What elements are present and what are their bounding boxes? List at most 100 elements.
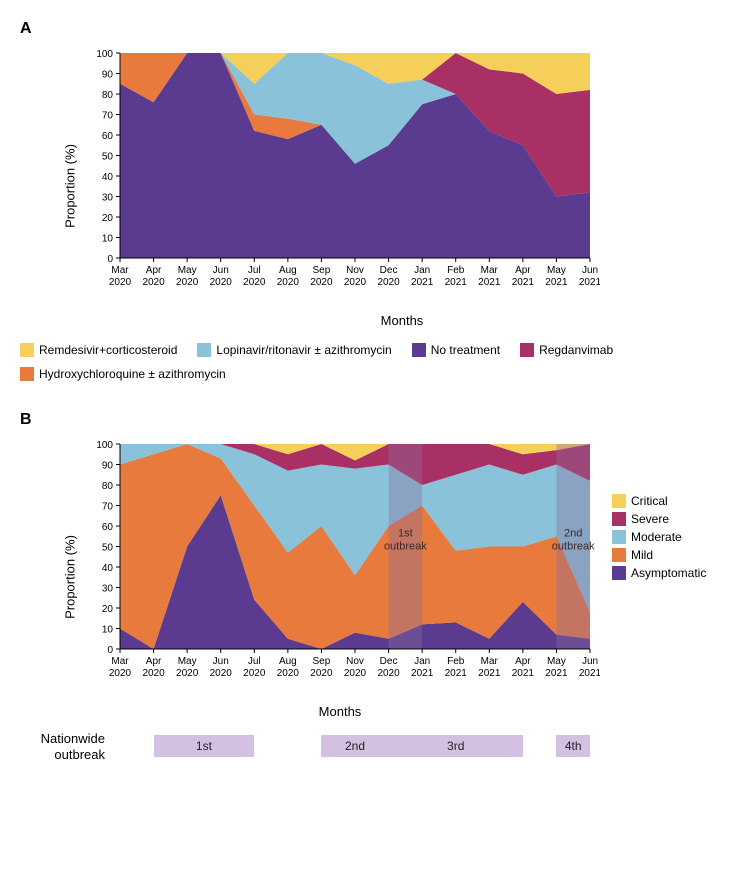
x-tick-label: 2020 xyxy=(377,277,400,288)
x-tick-label: Feb xyxy=(447,656,465,667)
legend-swatch xyxy=(612,530,626,544)
legend-swatch xyxy=(412,343,426,357)
legend-label: Critical xyxy=(631,494,668,508)
outbreak-boxes: 1st2nd3rd4th xyxy=(113,735,724,759)
chart-a-legend: Remdesivir+corticosteroid Lopinavir/riton… xyxy=(20,343,620,381)
y-tick-label: 40 xyxy=(102,563,114,574)
x-tick-label: 2020 xyxy=(109,668,132,679)
x-tick-label: Jan xyxy=(414,656,430,667)
legend-item: Asymptomatic xyxy=(612,566,706,580)
overlay-label: 1st xyxy=(398,527,413,539)
legend-item: Moderate xyxy=(612,530,706,544)
x-tick-label: Mar xyxy=(111,656,129,667)
x-tick-label: Jun xyxy=(213,656,229,667)
legend-swatch xyxy=(20,367,34,381)
x-tick-label: 2020 xyxy=(142,277,165,288)
x-tick-label: Jun xyxy=(213,265,229,276)
x-tick-label: 2020 xyxy=(109,277,132,288)
x-tick-label: 2020 xyxy=(277,277,300,288)
y-tick-label: 50 xyxy=(102,543,114,554)
x-tick-label: 2021 xyxy=(445,668,468,679)
x-tick-label: Aug xyxy=(279,265,297,276)
x-tick-label: Sep xyxy=(313,265,331,276)
outbreak-box: 2nd xyxy=(321,735,388,757)
legend-item: Mild xyxy=(612,548,706,562)
outbreak-box: 3rd xyxy=(389,735,523,757)
panel-b: B Proportion (%) 1stoutbreak2ndoutbreak0… xyxy=(20,411,724,762)
legend-label: Regdanvimab xyxy=(539,343,613,357)
legend-swatch xyxy=(612,566,626,580)
chart-a-ylabel: Proportion (%) xyxy=(63,144,78,228)
x-tick-label: May xyxy=(178,656,197,667)
x-tick-label: 2021 xyxy=(478,277,501,288)
x-tick-label: 2021 xyxy=(579,668,600,679)
outbreak-box: 1st xyxy=(154,735,255,757)
chart-b-legend: Critical Severe Moderate Mild Asymptomatic xyxy=(612,494,706,584)
y-tick-label: 60 xyxy=(102,522,114,533)
x-tick-label: Jun xyxy=(582,265,598,276)
x-tick-label: 2020 xyxy=(176,668,199,679)
chart-b-ylabel: Proportion (%) xyxy=(63,535,78,619)
y-tick-label: 100 xyxy=(96,49,113,60)
x-tick-label: Sep xyxy=(313,656,331,667)
overlay-label: 2nd xyxy=(564,527,582,539)
chart-b-svg: 1stoutbreak2ndoutbreak010203040506070809… xyxy=(80,434,600,694)
y-tick-label: 0 xyxy=(107,645,113,656)
y-tick-label: 30 xyxy=(102,584,114,595)
x-tick-label: Nov xyxy=(346,265,364,276)
x-tick-label: 2021 xyxy=(545,277,568,288)
x-tick-label: 2021 xyxy=(512,277,535,288)
panel-b-label: B xyxy=(20,411,724,429)
x-tick-label: 2021 xyxy=(579,277,600,288)
y-tick-label: 90 xyxy=(102,70,114,81)
x-tick-label: Jun xyxy=(582,656,598,667)
x-tick-label: Apr xyxy=(146,265,162,276)
chart-a-svg: 0102030405060708090100Mar2020Apr2020May2… xyxy=(80,43,600,303)
x-tick-label: Apr xyxy=(515,265,531,276)
x-tick-label: Jan xyxy=(414,265,430,276)
x-tick-label: 2020 xyxy=(344,277,367,288)
outbreak-row: Nationwideoutbreak 1st2nd3rd4th xyxy=(20,731,724,762)
legend-item: Lopinavir/ritonavir ± azithromycin xyxy=(197,343,391,357)
x-tick-label: May xyxy=(178,265,197,276)
x-tick-label: Apr xyxy=(146,656,162,667)
y-tick-label: 10 xyxy=(102,625,114,636)
x-tick-label: Jul xyxy=(248,265,261,276)
x-tick-label: 2020 xyxy=(310,668,333,679)
x-tick-label: Nov xyxy=(346,656,364,667)
legend-label: Severe xyxy=(631,512,669,526)
legend-label: Lopinavir/ritonavir ± azithromycin xyxy=(216,343,391,357)
x-tick-label: Jul xyxy=(248,656,261,667)
chart-b-container: Proportion (%) 1stoutbreak2ndoutbreak010… xyxy=(80,434,600,719)
y-tick-label: 60 xyxy=(102,131,114,142)
x-tick-label: 2020 xyxy=(277,668,300,679)
x-tick-label: 2020 xyxy=(210,668,233,679)
legend-swatch xyxy=(612,548,626,562)
y-tick-label: 40 xyxy=(102,172,114,183)
legend-item: Regdanvimab xyxy=(520,343,613,357)
overlay-label: outbreak xyxy=(552,540,595,552)
x-tick-label: 2021 xyxy=(478,668,501,679)
x-tick-label: 2021 xyxy=(411,668,434,679)
legend-label: Hydroxychloroquine ± azithromycin xyxy=(39,367,226,381)
chart-a-xlabel: Months xyxy=(80,313,724,328)
chart-a-container: Proportion (%) 0102030405060708090100Mar… xyxy=(80,43,724,328)
x-tick-label: 2021 xyxy=(545,668,568,679)
legend-item: Severe xyxy=(612,512,706,526)
x-tick-label: 2021 xyxy=(445,277,468,288)
legend-item: Remdesivir+corticosteroid xyxy=(20,343,177,357)
legend-swatch xyxy=(197,343,211,357)
x-tick-label: 2020 xyxy=(243,668,266,679)
x-tick-label: 2020 xyxy=(344,668,367,679)
legend-label: Remdesivir+corticosteroid xyxy=(39,343,177,357)
y-tick-label: 0 xyxy=(107,254,113,265)
x-tick-label: Feb xyxy=(447,265,465,276)
y-tick-label: 30 xyxy=(102,193,114,204)
y-tick-label: 20 xyxy=(102,604,114,615)
legend-swatch xyxy=(20,343,34,357)
y-tick-label: 50 xyxy=(102,152,114,163)
panel-a: A Proportion (%) 0102030405060708090100M… xyxy=(20,20,724,381)
y-tick-label: 10 xyxy=(102,234,114,245)
x-tick-label: 2020 xyxy=(210,277,233,288)
legend-item: Critical xyxy=(612,494,706,508)
